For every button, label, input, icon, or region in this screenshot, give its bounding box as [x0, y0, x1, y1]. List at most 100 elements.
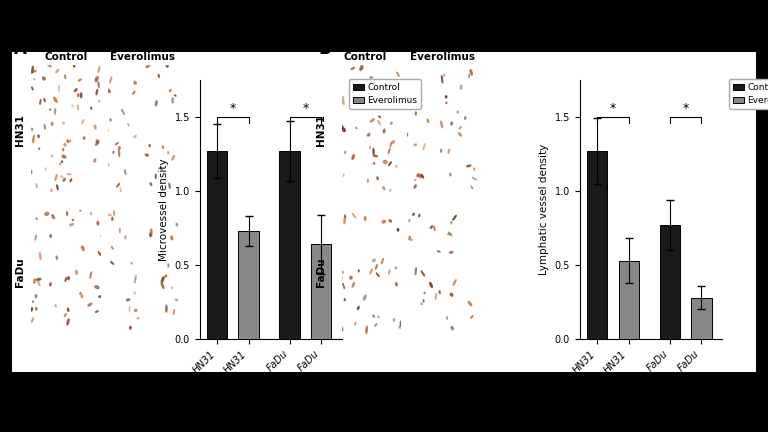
Ellipse shape [355, 323, 356, 325]
Ellipse shape [163, 146, 164, 148]
Ellipse shape [30, 71, 33, 73]
Ellipse shape [459, 127, 462, 129]
Ellipse shape [170, 236, 173, 240]
Ellipse shape [67, 211, 68, 216]
Ellipse shape [161, 277, 164, 283]
Ellipse shape [373, 163, 375, 165]
Ellipse shape [38, 135, 39, 137]
Ellipse shape [67, 140, 68, 143]
Ellipse shape [451, 122, 452, 125]
Ellipse shape [372, 259, 376, 262]
Ellipse shape [51, 155, 52, 157]
Ellipse shape [150, 183, 152, 185]
Ellipse shape [423, 299, 424, 302]
Text: *: * [610, 102, 616, 115]
Ellipse shape [373, 156, 377, 157]
Bar [691, 298, 712, 339]
Ellipse shape [56, 256, 58, 259]
Ellipse shape [377, 177, 378, 180]
Ellipse shape [344, 299, 346, 301]
Ellipse shape [382, 220, 386, 223]
Ellipse shape [393, 319, 395, 321]
Ellipse shape [65, 75, 66, 79]
Ellipse shape [34, 279, 36, 283]
Ellipse shape [421, 175, 423, 178]
Ellipse shape [366, 326, 367, 334]
Ellipse shape [95, 311, 98, 312]
Ellipse shape [72, 105, 73, 107]
Ellipse shape [81, 295, 83, 298]
Ellipse shape [119, 146, 120, 149]
Ellipse shape [376, 273, 379, 276]
Ellipse shape [458, 133, 462, 136]
Bar [207, 151, 227, 339]
Ellipse shape [333, 141, 334, 143]
Ellipse shape [382, 258, 383, 264]
Ellipse shape [57, 185, 58, 190]
Ellipse shape [65, 277, 67, 281]
Ellipse shape [81, 246, 84, 251]
Ellipse shape [133, 91, 134, 94]
Ellipse shape [31, 67, 33, 73]
Ellipse shape [60, 163, 61, 165]
Ellipse shape [378, 121, 380, 125]
Bar [238, 231, 259, 339]
Ellipse shape [134, 309, 137, 311]
Ellipse shape [146, 65, 150, 67]
Ellipse shape [369, 77, 372, 78]
Text: FaDu: FaDu [15, 257, 25, 287]
Ellipse shape [111, 261, 114, 264]
Ellipse shape [341, 326, 343, 330]
Ellipse shape [396, 283, 397, 286]
Ellipse shape [413, 213, 414, 215]
Ellipse shape [397, 72, 399, 76]
Ellipse shape [339, 179, 341, 180]
Ellipse shape [67, 319, 69, 325]
Ellipse shape [99, 100, 100, 102]
Ellipse shape [45, 168, 46, 170]
Ellipse shape [370, 119, 374, 122]
Y-axis label: Lymphatic vessel density: Lymphatic vessel density [539, 144, 549, 275]
Ellipse shape [447, 234, 451, 235]
Ellipse shape [50, 283, 51, 286]
Ellipse shape [338, 300, 342, 302]
Ellipse shape [409, 219, 410, 222]
Ellipse shape [424, 292, 425, 294]
Ellipse shape [78, 94, 79, 96]
Ellipse shape [47, 64, 51, 67]
Ellipse shape [30, 169, 32, 174]
Ellipse shape [145, 154, 148, 156]
Ellipse shape [151, 229, 152, 236]
Ellipse shape [396, 165, 397, 167]
Ellipse shape [80, 209, 81, 211]
Ellipse shape [80, 292, 81, 295]
Ellipse shape [129, 306, 130, 312]
Ellipse shape [450, 173, 451, 176]
Ellipse shape [51, 215, 55, 219]
Ellipse shape [377, 94, 379, 96]
Ellipse shape [373, 149, 374, 155]
Ellipse shape [110, 119, 111, 121]
Ellipse shape [175, 299, 178, 301]
Ellipse shape [390, 122, 392, 124]
Ellipse shape [374, 80, 376, 82]
Ellipse shape [61, 176, 63, 178]
Ellipse shape [94, 159, 96, 162]
Ellipse shape [64, 143, 66, 146]
Ellipse shape [465, 117, 466, 119]
Ellipse shape [68, 308, 69, 311]
Ellipse shape [429, 283, 432, 287]
Ellipse shape [345, 215, 346, 217]
Ellipse shape [78, 79, 81, 81]
Ellipse shape [363, 295, 366, 300]
Text: A: A [14, 40, 27, 58]
Ellipse shape [170, 89, 171, 92]
Legend: Control, Everolimus: Control, Everolimus [730, 79, 768, 109]
Ellipse shape [55, 175, 57, 181]
Text: HN31: HN31 [15, 114, 25, 146]
Ellipse shape [96, 76, 98, 80]
Ellipse shape [407, 133, 408, 136]
Ellipse shape [390, 189, 391, 191]
Ellipse shape [108, 214, 111, 216]
Ellipse shape [166, 305, 167, 312]
